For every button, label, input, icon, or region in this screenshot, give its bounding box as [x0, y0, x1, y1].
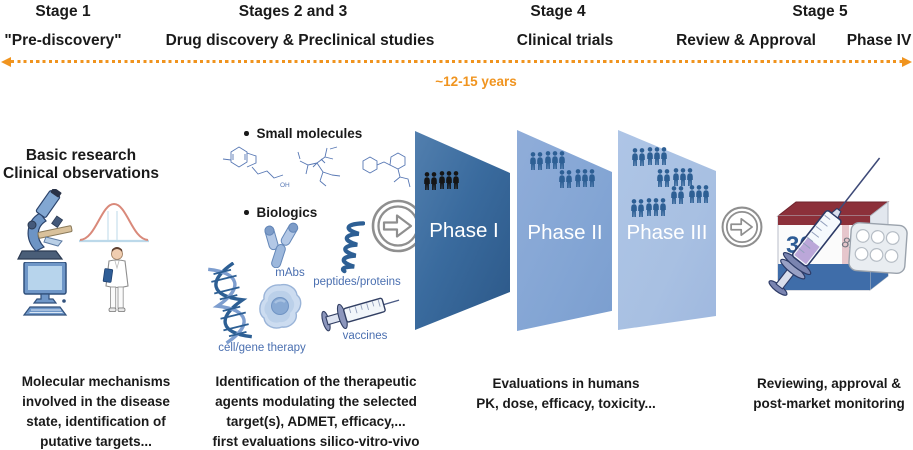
person-group-icon: [631, 199, 644, 217]
person-group-icon: [632, 148, 645, 166]
person-group-icon: [657, 169, 670, 187]
vaccine-syringe-icon: [321, 297, 400, 332]
molecule-structures-icon: OH: [222, 146, 411, 189]
person-group-icon: [689, 185, 709, 203]
person-group-icon: [559, 170, 572, 188]
person-group-icon: [646, 198, 666, 216]
protein-helix-icon: [340, 221, 365, 274]
person-group-icon: [673, 168, 693, 186]
person-group-icon: [439, 171, 459, 189]
person-group-icon: [424, 172, 437, 190]
antibody-icon: [264, 222, 299, 268]
cell-icon: [259, 283, 302, 329]
phase4-label: Phase IV: [846, 32, 912, 49]
stage4-subtitle: Clinical trials: [516, 32, 614, 49]
stages23-title: Stages 2 and 3: [238, 3, 348, 20]
stages23-subtitle: Drug discovery & Preclinical studies: [165, 32, 435, 49]
approval-caption: Reviewing, approval & post-market monito…: [753, 376, 905, 411]
small-molecules-bullet: Small molecules: [244, 126, 362, 141]
stage1-heading: Basic research Clinical observations: [3, 147, 159, 182]
timeline-arrowhead-right: [902, 56, 912, 67]
stage1-caption: Molecular mechanisms involved in the dis…: [21, 374, 171, 449]
stage4-title: Stage 4: [530, 3, 586, 20]
phase1-label: Phase I: [429, 219, 499, 242]
computer-icon: [22, 262, 68, 316]
bullet-dot: [244, 210, 249, 215]
dna-icon: [208, 262, 252, 344]
person-group-icon: [530, 152, 543, 170]
timeline-arrowhead-left: [1, 56, 11, 67]
stage1-subtitle: "Pre-discovery": [4, 32, 122, 49]
mabs-label: mAbs: [275, 267, 305, 279]
bullet-dot: [244, 131, 249, 136]
approval-syringe-icon: [768, 157, 881, 296]
timeline-duration: ~12-15 years: [435, 74, 517, 89]
scientist-icon: [102, 247, 129, 312]
phase2-label: Phase II: [527, 221, 603, 244]
clinical-caption: Evaluations in humans PK, dose, efficacy…: [476, 376, 656, 411]
timeline-arrow: [11, 60, 902, 64]
microscope-icon: [17, 189, 73, 260]
blister-pack-icon: [848, 221, 908, 275]
drug-package-icon: 30 8mg: [768, 157, 908, 296]
biologics-bullet: Biologics: [244, 205, 317, 220]
stages23-caption: Identification of the therapeutic agents…: [212, 374, 420, 449]
person-group-icon: [545, 151, 565, 169]
person-group-icon: [575, 169, 595, 187]
cell-gene-label: cell/gene therapy: [218, 342, 306, 354]
stage1-title: Stage 1: [35, 3, 91, 20]
phase3-label: Phase III: [626, 221, 708, 244]
bell-curve-icon: [79, 202, 149, 243]
vaccines-label: vaccines: [342, 330, 388, 342]
person-group-icon: [671, 186, 684, 204]
peptides-label: peptides/proteins: [313, 276, 401, 288]
svg-text:OH: OH: [280, 182, 290, 189]
stage5-title: Stage 5: [792, 3, 848, 20]
transition-arrow-icon-2: [721, 206, 763, 248]
stage5-subtitle: Review & Approval: [676, 32, 816, 49]
person-group-icon: [647, 147, 667, 165]
